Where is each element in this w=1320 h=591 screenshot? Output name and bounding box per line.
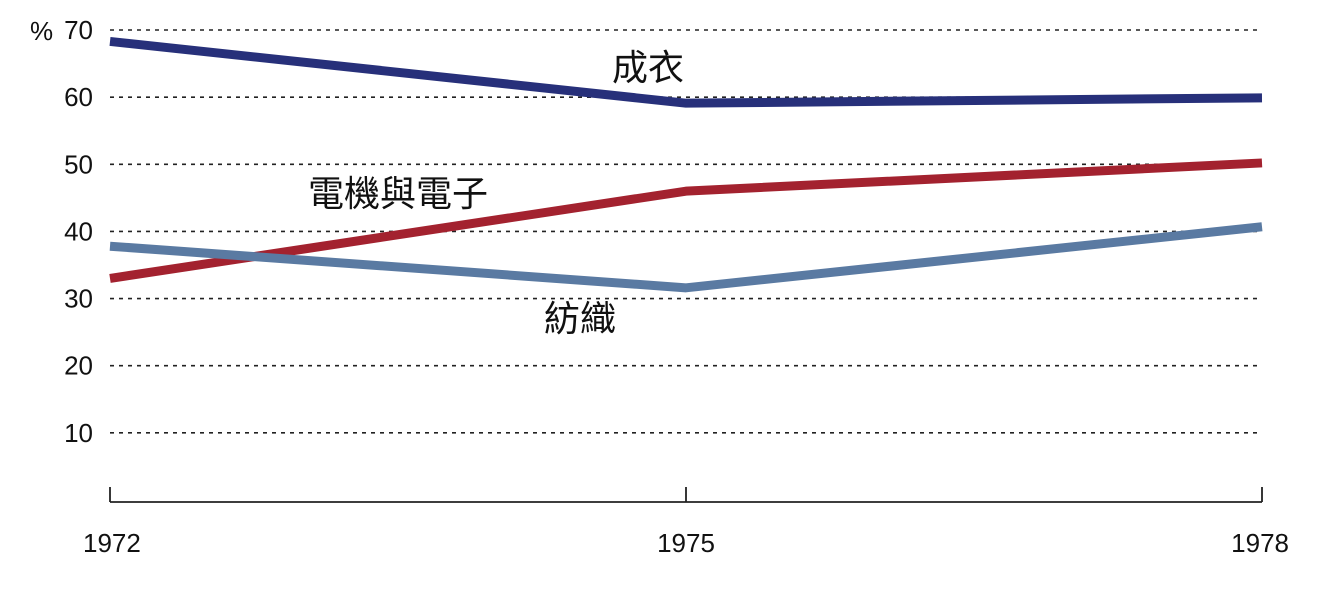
- y-tick-label: 30: [64, 284, 93, 314]
- y-tick-label: 40: [64, 216, 93, 246]
- series-label-2: 紡織: [544, 299, 616, 340]
- series-line-0: [109, 36, 1263, 108]
- x-tick-label: 1975: [657, 528, 715, 558]
- x-axis: 1972 1975 1978: [83, 487, 1289, 558]
- y-tick-label: 20: [64, 351, 93, 381]
- series-line-1: [109, 158, 1263, 283]
- y-tick-label: 50: [64, 149, 93, 179]
- x-tick-label: 1972: [83, 528, 141, 558]
- series-label-0: 成衣: [612, 48, 684, 89]
- series-label-1: 電機與電子: [308, 174, 488, 215]
- series-line-2: [109, 222, 1263, 293]
- gridlines: [110, 29, 1262, 434]
- y-tick-label: 70: [64, 15, 93, 45]
- y-axis: % 10 20 30 40 50 60 70: [30, 15, 93, 448]
- y-unit-label: %: [30, 16, 53, 46]
- x-tick-label: 1978: [1231, 528, 1289, 558]
- y-tick-label: 10: [64, 418, 93, 448]
- y-tick-label: 60: [64, 82, 93, 112]
- series-lines: [109, 36, 1263, 293]
